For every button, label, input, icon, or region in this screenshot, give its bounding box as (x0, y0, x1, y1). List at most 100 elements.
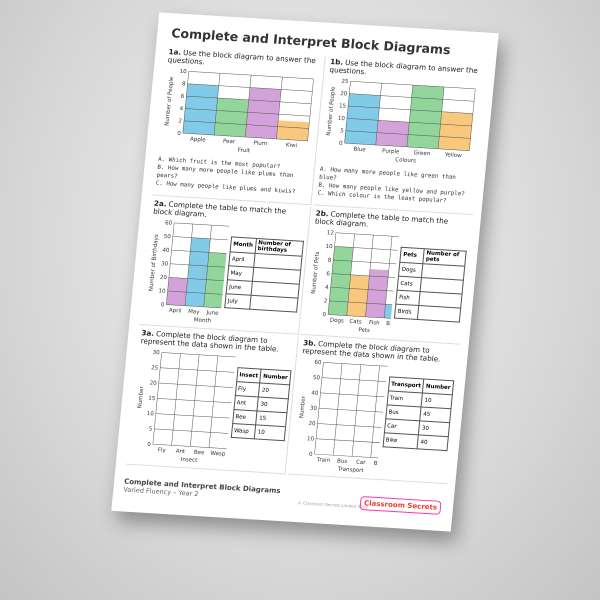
instruction-text: Use the block diagram to answer the ques… (167, 48, 317, 67)
blank-cell (417, 305, 461, 323)
column-line (365, 235, 374, 317)
column-line (469, 88, 476, 151)
table-cell: June (225, 279, 252, 296)
data-table: Insect Number Fly 20 Ant 30 Bee 15 Wasp 10 (230, 367, 291, 441)
y-tick-label: 20 (340, 91, 348, 97)
grid-line (320, 392, 388, 398)
table-cell: Dogs (398, 262, 423, 278)
y-tick-label: 30 (161, 261, 169, 267)
y-axis-label: Number of People (164, 76, 175, 126)
block-diagram: 0 10 20 30 40 50 60 April May June July Month Number… (149, 220, 230, 324)
column-line (171, 353, 181, 446)
column-line (190, 354, 200, 447)
block-bar (346, 274, 370, 317)
header-cell: Month (230, 236, 257, 254)
x-tick-label: Wasp (210, 451, 226, 458)
grid-line (161, 352, 236, 358)
y-tick-label: 2 (323, 299, 327, 305)
section: 2a.Complete the table to match the block… (139, 197, 312, 335)
y-tick-label: 25 (341, 79, 349, 85)
y-tick-label: 0 (160, 302, 165, 308)
table-cell: April (228, 251, 255, 268)
x-tick-label: Cats (349, 319, 362, 326)
y-tick-label: 30 (152, 350, 160, 356)
x-axis-label: Month (193, 317, 211, 324)
x-tick-label: Bike (373, 461, 386, 468)
y-tick-label: 60 (314, 360, 322, 366)
x-tick-label: Fly (157, 447, 166, 454)
column-line (203, 225, 212, 307)
y-tick-label: 0 (339, 141, 344, 147)
x-axis-label: Transport (337, 466, 365, 474)
chart-table-row: 0 2 4 6 8 10 12 Dogs Cats Fish Birds Pets Number of … (304, 227, 468, 342)
block-bar (365, 269, 389, 318)
y-tick-label: 60 (165, 220, 173, 226)
column-line (351, 364, 362, 457)
column-line (166, 222, 175, 305)
table-row: July (224, 293, 298, 313)
x-tick-label: Bee (194, 450, 206, 457)
chart-table-row: 0 5 10 15 20 25 30 Fly Ant Bee Wasp Insect Number Ins… (129, 347, 293, 472)
column-line (213, 73, 221, 136)
table-cell: Bee (232, 409, 258, 425)
y-tick-label: 2 (178, 118, 182, 124)
x-tick-label: Train (315, 457, 330, 464)
x-tick-label: Bus (337, 458, 348, 465)
table-cell: Fly (234, 381, 261, 398)
grid-line (321, 377, 388, 383)
y-tick-label: 0 (322, 312, 327, 318)
x-tick-label: Green (413, 150, 431, 157)
y-tick-label: 5 (340, 128, 345, 134)
y-tick-label: 0 (177, 131, 182, 137)
column-line (375, 83, 382, 145)
data-table: Transport Number Train 10 Bus 45 Car 30 Bike 40 (382, 376, 454, 451)
table-cell: 40 (417, 434, 449, 451)
header-cell: Insect (236, 367, 262, 384)
column-line (346, 233, 355, 316)
x-tick-label: Birds (386, 321, 400, 328)
column-line (406, 85, 414, 147)
chart-table-row: 0 10 20 30 40 50 60 Train Bus Car Bike Transport Num… (291, 357, 456, 482)
x-tick-label: Purple (382, 148, 401, 155)
section: 2b.Complete the table to match the block… (300, 207, 473, 345)
x-axis-label: Fruit (237, 148, 251, 155)
data-table: Pets Number of pets Dogs Cats Fish Birds (394, 247, 467, 323)
column-line (208, 355, 219, 448)
column-line (370, 365, 380, 458)
section: 3b.Complete the block diagram to represe… (287, 336, 461, 485)
y-tick-label: 15 (148, 396, 156, 402)
sections: 1a.Use the block diagram to answer the q… (125, 45, 488, 485)
y-tick-label: 15 (339, 103, 347, 109)
y-tick-label: 40 (311, 390, 319, 396)
x-tick-label: Plum (253, 141, 267, 148)
column-line (244, 75, 252, 138)
block-bar (276, 120, 310, 141)
grid-line (318, 407, 388, 414)
footer: Complete and Interpret Block Diagrams Va… (122, 478, 446, 526)
instruction-text: Use the block diagram to answer the ques… (329, 57, 479, 77)
table-cell: Birds (394, 304, 419, 320)
y-tick-label: 25 (151, 365, 159, 371)
x-tick-label: Kiwi (286, 143, 298, 150)
x-tick-label: Ant (175, 449, 186, 456)
y-tick-label: 10 (307, 436, 315, 442)
block-bar (328, 246, 354, 316)
x-tick-label: Blue (353, 147, 366, 154)
grid-line (323, 362, 388, 368)
y-tick-label: 4 (179, 106, 184, 112)
y-tick-label: 5 (148, 427, 153, 433)
grid-line (335, 232, 400, 238)
block-diagram: 0 2 4 6 8 10 Apple Pear Plum Kiwi Fruit Number of P… (164, 69, 314, 155)
column-line (327, 232, 337, 315)
column-line (383, 236, 393, 318)
blank-cell (249, 295, 298, 313)
table-cell: Cats (397, 276, 422, 292)
table-cell: Bike (382, 432, 419, 449)
x-tick-label: Fish (369, 320, 381, 327)
table-cell: Wasp (230, 423, 256, 439)
column-line (152, 352, 162, 445)
block-bar (214, 98, 249, 137)
y-axis-label: Number (299, 395, 307, 418)
x-tick-label: Car (356, 460, 367, 467)
column-line (184, 224, 194, 306)
